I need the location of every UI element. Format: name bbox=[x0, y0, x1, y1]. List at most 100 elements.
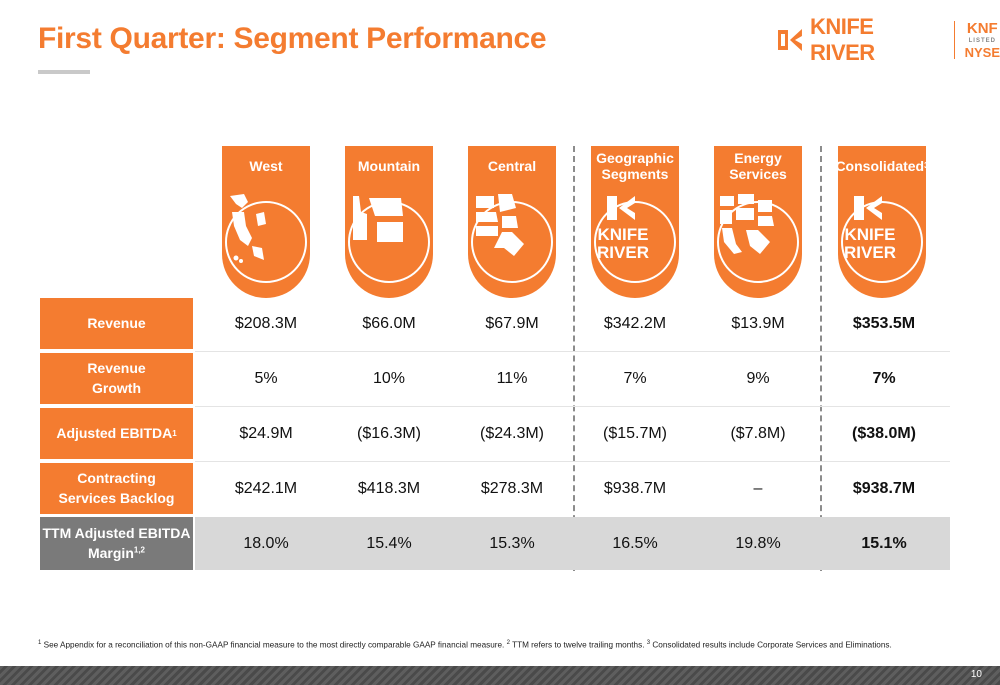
table-cell: 18.0% bbox=[243, 534, 289, 552]
table-cell: $242.1M bbox=[234, 479, 298, 497]
table-cell: 5% bbox=[254, 369, 278, 387]
dashed-divider bbox=[820, 146, 822, 571]
logo-badge-text: KNIFE bbox=[598, 225, 649, 244]
table-cell: 15.4% bbox=[366, 534, 412, 552]
table-cell: $938.7M bbox=[603, 479, 667, 497]
table-cell: $353.5M bbox=[852, 314, 916, 332]
table-cell: 9% bbox=[746, 369, 770, 387]
column-header-label: Consolidated 3 bbox=[835, 146, 929, 186]
logo-separator bbox=[953, 21, 955, 59]
table-cell: $24.9M bbox=[239, 424, 293, 442]
table-cell: – bbox=[753, 479, 763, 497]
row-divider bbox=[195, 406, 950, 407]
ttm-row-background bbox=[195, 517, 950, 570]
footnote-text: See Appendix for a reconciliation of thi… bbox=[41, 640, 507, 650]
row-label-backlog: Contracting Services Backlog bbox=[40, 463, 193, 514]
row-label-text: Margin bbox=[87, 544, 134, 561]
page-number: 10 bbox=[970, 669, 982, 680]
row-divider bbox=[195, 461, 950, 462]
knife-river-logo: KNIFE RIVER bbox=[591, 190, 679, 290]
logo-wordmark: KNIFE RIVER bbox=[809, 14, 875, 65]
table-cell: 15.3% bbox=[489, 534, 535, 552]
column-header-text: West bbox=[249, 157, 283, 174]
row-label-text: TTM Adjusted EBITDA bbox=[42, 524, 191, 541]
table-cell: ($38.0M) bbox=[851, 424, 917, 442]
row-label-text: Revenue bbox=[87, 359, 146, 376]
row-label-adjusted-ebitda: Adjusted EBITDA 1 bbox=[40, 408, 193, 459]
ticker-badge: KNF LISTED NYSE bbox=[965, 21, 1000, 59]
logo-badge-text: KNIFE bbox=[845, 225, 896, 244]
column-header-label: Geographic Segments bbox=[591, 146, 679, 186]
footnote-text: TTM refers to twelve trailing months. bbox=[509, 640, 647, 650]
footnote-number: 2 bbox=[506, 640, 510, 646]
row-label-text: Services Backlog bbox=[58, 489, 175, 506]
column-header: Consolidated 3 KNIFE RIVER bbox=[835, 146, 929, 298]
table-cell: 15.1% bbox=[861, 534, 907, 552]
ticker-listed: LISTED bbox=[968, 38, 996, 44]
table-cell: $342.2M bbox=[603, 314, 667, 332]
row-label-text: Adjusted EBITDA bbox=[56, 424, 173, 441]
row-label-text: Growth bbox=[92, 379, 141, 396]
energy-services-map-icon bbox=[714, 190, 802, 290]
title-underline bbox=[38, 70, 90, 74]
table-cell: ($16.3M) bbox=[356, 424, 422, 442]
logo-badge-text: RIVER bbox=[844, 243, 896, 262]
row-divider bbox=[195, 351, 950, 352]
column-header-label: Energy Services bbox=[714, 146, 802, 186]
column-header-text: Energy Services bbox=[729, 149, 787, 182]
footnote-ref: 3 bbox=[924, 161, 929, 171]
central-map-icon bbox=[468, 190, 556, 290]
table-cell: 16.5% bbox=[612, 534, 658, 552]
table-cell: ($15.7M) bbox=[602, 424, 668, 442]
row-label-revenue: Revenue bbox=[40, 298, 193, 349]
table-cell: $66.0M bbox=[362, 314, 416, 332]
table-cell: ($24.3M) bbox=[479, 424, 545, 442]
table-cell: $938.7M bbox=[852, 479, 916, 497]
column-header: West bbox=[222, 146, 310, 298]
column-header-text: Geographic Segments bbox=[596, 149, 674, 182]
row-label-revenue-growth: Revenue Growth bbox=[40, 353, 193, 404]
row-label-text: Revenue bbox=[87, 314, 146, 331]
table-cell: $418.3M bbox=[357, 479, 421, 497]
logo-badge-text: RIVER bbox=[597, 243, 649, 262]
column-header: Mountain bbox=[345, 146, 433, 298]
knife-river-mark-icon bbox=[777, 29, 802, 51]
column-header: Energy Services bbox=[714, 146, 802, 298]
table-cell: ($7.8M) bbox=[730, 424, 786, 442]
footnote-ref: 1,2 bbox=[133, 544, 145, 554]
footnote-number: 1 bbox=[38, 640, 42, 646]
table-cell: $13.9M bbox=[731, 314, 785, 332]
knife-river-logo: KNIFE RIVER KNF LISTED NYSE bbox=[776, 14, 1000, 65]
table-cell: 19.8% bbox=[735, 534, 781, 552]
footnote-number: 3 bbox=[646, 640, 651, 646]
table-cell: $208.3M bbox=[234, 314, 298, 332]
west-map-icon bbox=[222, 190, 310, 290]
ticker-exchange: NYSE bbox=[964, 45, 1000, 60]
column-header: Geographic Segments KNIFE RIVER bbox=[591, 146, 679, 298]
mountain-map-icon bbox=[345, 190, 433, 290]
table-cell: 7% bbox=[623, 369, 647, 387]
table-cell: $278.3M bbox=[480, 479, 544, 497]
knife-river-logo: KNIFE RIVER bbox=[838, 190, 926, 290]
column-header-text: Mountain bbox=[357, 157, 421, 174]
column-header: Central bbox=[468, 146, 556, 298]
table-cell: 10% bbox=[372, 369, 406, 387]
table-cell: 11% bbox=[496, 369, 528, 387]
column-header-text: Consolidated bbox=[835, 157, 925, 174]
footnote-ref: 1 bbox=[172, 428, 177, 438]
table-cell: $67.9M bbox=[485, 314, 539, 332]
column-header-label: West bbox=[222, 146, 310, 186]
header-badge-shape bbox=[222, 146, 310, 298]
footnote: 1 See Appendix for a reconciliation of t… bbox=[38, 640, 892, 650]
column-header-label: Mountain bbox=[345, 146, 433, 186]
footer-bar bbox=[0, 666, 1000, 685]
page-title: First Quarter: Segment Performance bbox=[38, 22, 547, 55]
row-label-ttm-margin: TTM Adjusted EBITDA Margin1,2 bbox=[40, 517, 193, 570]
footnote-text: Consolidated results include Corporate S… bbox=[650, 640, 892, 650]
table-cell: 7% bbox=[872, 369, 896, 387]
ticker-symbol: KNF bbox=[966, 20, 998, 37]
column-header-text: Central bbox=[487, 157, 537, 174]
column-header-label: Central bbox=[468, 146, 556, 186]
dashed-divider bbox=[573, 146, 575, 571]
row-label-text: Contracting bbox=[77, 469, 156, 486]
